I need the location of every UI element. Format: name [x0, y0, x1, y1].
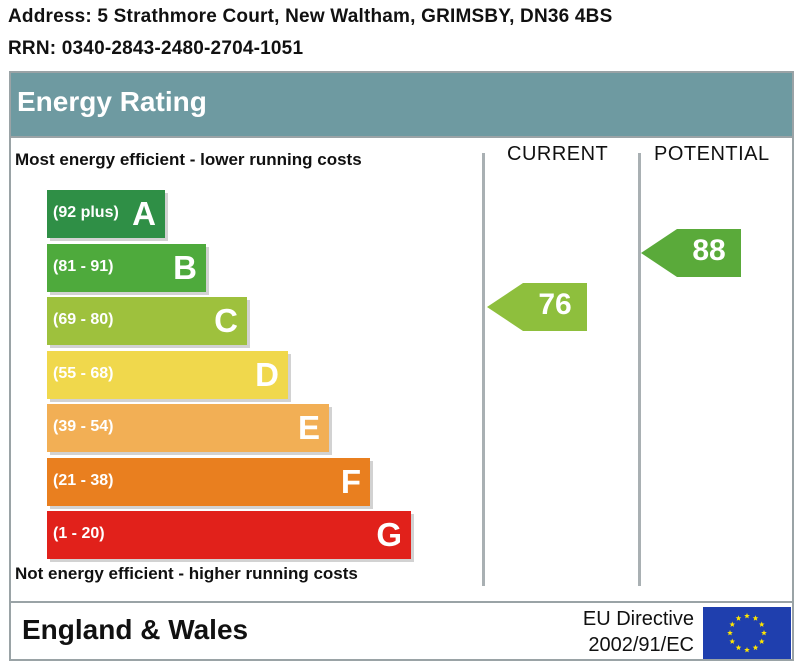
eu-directive-line1: EU Directive: [582, 608, 694, 630]
star-icon: [735, 615, 742, 621]
energy-rating-panel: Energy Rating Most energy efficient - lo…: [9, 71, 794, 661]
column-divider-left: [482, 153, 485, 586]
address-line: Address: 5 Strathmore Court, New Waltham…: [8, 6, 613, 27]
eu-directive-line2: 2002/91/EC: [588, 634, 694, 656]
current-rating-value: 76: [538, 288, 572, 321]
band-range-label: (55 - 68): [53, 365, 114, 382]
panel-title: Energy Rating: [17, 86, 207, 117]
star-icon: [744, 613, 750, 619]
country-label: England & Wales: [22, 614, 249, 645]
band-letter: B: [173, 249, 197, 286]
eu-directive-label: EU Directive 2002/91/EC: [583, 606, 694, 658]
top-note: Most energy efficient - lower running co…: [15, 150, 362, 169]
current-column-header: CURRENT: [507, 143, 609, 165]
band-f: (21 - 38) F: [47, 458, 370, 506]
star-icon: [758, 621, 765, 627]
band-letter: D: [255, 356, 279, 393]
band-range-label: (92 plus): [53, 204, 119, 221]
star-icon: [752, 644, 759, 651]
star-icon: [735, 644, 742, 651]
potential-rating-value: 88: [692, 234, 726, 267]
footer-divider: [11, 601, 792, 603]
band-d: (55 - 68) D: [47, 351, 288, 399]
band-b: (81 - 91) B: [47, 244, 206, 292]
band-range-label: (69 - 80): [53, 311, 114, 328]
potential-rating-arrow: 88: [641, 229, 741, 277]
band-letter: A: [132, 195, 156, 232]
band-letter: E: [297, 409, 320, 446]
band-a: (92 plus) A: [47, 190, 165, 238]
band-range-label: (81 - 91): [53, 258, 114, 275]
star-icon: [729, 638, 736, 644]
current-rating-arrow: 76: [487, 283, 587, 331]
star-icon: [744, 647, 750, 653]
band-letter: F: [340, 463, 361, 500]
band-range-label: (1 - 20): [53, 525, 105, 542]
eu-flag-icon: [703, 607, 791, 659]
rrn-line: RRN: 0340-2843-2480-2704-1051: [8, 38, 304, 59]
band-g: (1 - 20) G: [47, 511, 411, 559]
star-icon: [752, 615, 759, 621]
column-divider-right: [638, 153, 641, 586]
band-range-label: (39 - 54): [53, 418, 114, 435]
star-icon: [727, 630, 733, 636]
star-icon: [758, 638, 765, 644]
band-c: (69 - 80) C: [47, 297, 247, 345]
band-letter: G: [376, 516, 402, 553]
band-e: (39 - 54) E: [47, 404, 329, 452]
star-icon: [761, 630, 767, 636]
panel-header: Energy Rating: [11, 73, 792, 138]
potential-column-header: POTENTIAL: [654, 143, 770, 165]
band-range-label: (21 - 38): [53, 472, 114, 489]
star-icon: [729, 621, 736, 627]
band-letter: C: [214, 302, 238, 339]
bottom-note: Not energy efficient - higher running co…: [15, 564, 358, 583]
